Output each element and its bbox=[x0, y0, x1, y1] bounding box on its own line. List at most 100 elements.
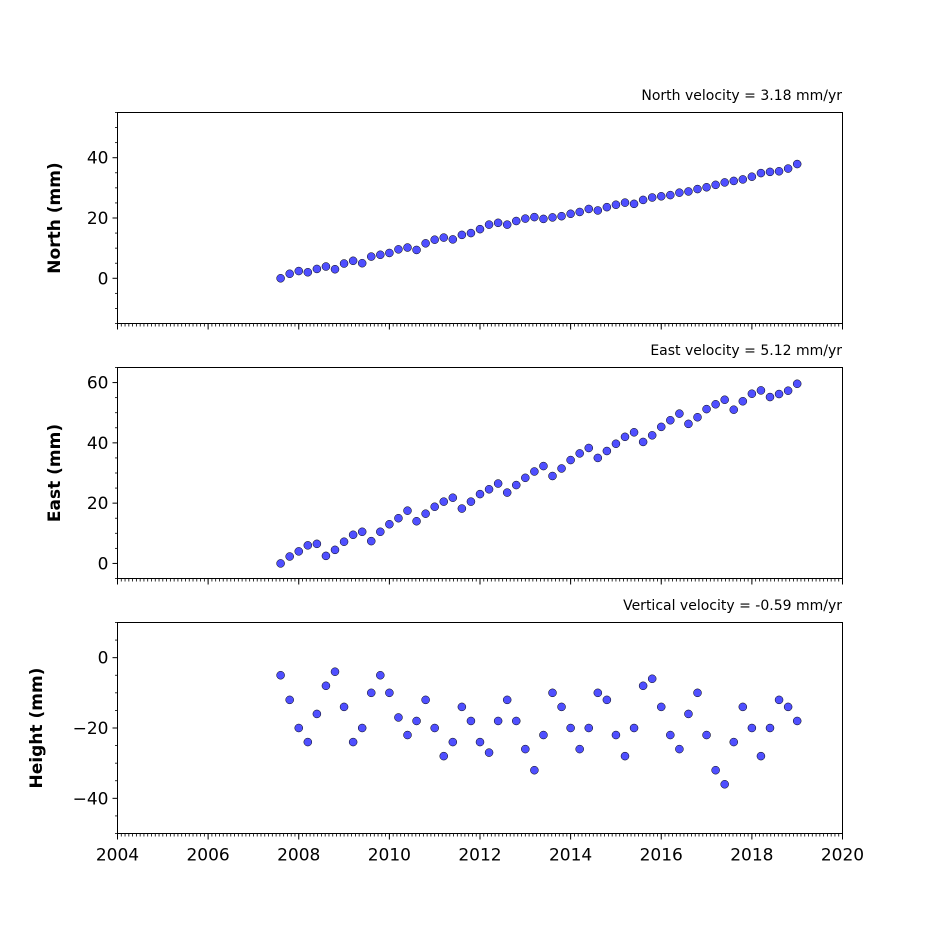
north-data-point bbox=[557, 211, 566, 221]
height-xtick-label: 2014 bbox=[549, 846, 592, 866]
height-xtick-label: 2010 bbox=[368, 846, 411, 866]
east-panel: 0 20 40 60 East velocity = 5.12 mm/yr East … bbox=[45, 343, 843, 585]
height-data-point bbox=[421, 695, 430, 705]
east-data-point bbox=[312, 539, 322, 549]
east-data-point bbox=[412, 516, 421, 526]
east-data-point bbox=[493, 479, 503, 488]
height-data-point bbox=[367, 688, 376, 698]
height-data-point bbox=[593, 688, 603, 698]
east-data-point bbox=[638, 437, 648, 447]
north-data-point bbox=[693, 184, 702, 194]
height-data-point bbox=[385, 688, 394, 698]
height-data-point bbox=[403, 730, 412, 740]
east-data-point bbox=[521, 473, 530, 483]
height-xtick-label: 2020 bbox=[821, 846, 864, 866]
east-plot-area bbox=[117, 367, 843, 579]
north-data-point bbox=[738, 175, 748, 184]
east-data-point bbox=[512, 480, 521, 490]
height-data-point bbox=[530, 765, 539, 775]
height-plot-area bbox=[117, 622, 843, 834]
height-data-point bbox=[521, 744, 530, 754]
east-data-point bbox=[774, 389, 784, 399]
east-data-point bbox=[394, 513, 403, 523]
height-frame bbox=[117, 622, 843, 834]
north-plot-area bbox=[117, 112, 843, 324]
height-xtick-label: 2016 bbox=[640, 846, 683, 866]
north-data-point bbox=[647, 193, 657, 202]
east-data-point bbox=[403, 506, 412, 515]
north-data-point bbox=[448, 235, 458, 244]
north-data-point bbox=[367, 252, 376, 261]
north-ytick-label: 20 bbox=[87, 209, 109, 229]
north-data-point bbox=[792, 159, 802, 169]
height-data-point bbox=[484, 748, 494, 757]
north-data-point bbox=[312, 264, 322, 274]
east-data-point bbox=[611, 439, 621, 449]
height-points bbox=[276, 667, 802, 789]
height-data-point bbox=[457, 702, 467, 712]
north-data-point bbox=[339, 259, 349, 268]
height-data-point bbox=[439, 751, 448, 761]
east-data-point bbox=[385, 519, 394, 529]
north-data-point bbox=[684, 187, 693, 196]
height-data-point bbox=[276, 671, 285, 680]
height-data-point bbox=[348, 737, 358, 747]
north-data-point bbox=[285, 269, 294, 279]
north-data-point bbox=[638, 195, 648, 205]
height-data-point bbox=[512, 716, 521, 726]
north-data-point bbox=[484, 220, 494, 229]
north-data-point bbox=[620, 198, 630, 207]
height-data-point bbox=[657, 702, 666, 712]
east-data-point bbox=[557, 464, 566, 473]
east-data-point bbox=[530, 467, 539, 476]
north-data-point bbox=[475, 224, 485, 234]
height-data-point bbox=[339, 702, 349, 712]
east-data-point bbox=[321, 551, 331, 561]
height-xtick-label: 2012 bbox=[458, 846, 501, 866]
height-data-point bbox=[539, 730, 548, 740]
north-data-point bbox=[394, 245, 403, 254]
height-data-point bbox=[702, 730, 711, 740]
east-data-point bbox=[357, 527, 367, 537]
north-data-point bbox=[421, 239, 430, 248]
north-data-point bbox=[466, 228, 476, 238]
north-data-point bbox=[765, 167, 775, 177]
north-data-point bbox=[521, 214, 530, 223]
east-title: East velocity = 5.12 mm/yr bbox=[650, 343, 842, 359]
height-data-point bbox=[602, 695, 612, 705]
east-data-point bbox=[475, 489, 485, 499]
height-data-point bbox=[792, 716, 802, 726]
height-data-point bbox=[629, 723, 639, 733]
east-frame bbox=[117, 367, 843, 579]
height-data-point bbox=[566, 723, 575, 733]
north-data-point bbox=[330, 264, 340, 274]
north-data-point bbox=[575, 207, 584, 217]
east-data-point bbox=[457, 504, 467, 513]
east-data-point bbox=[421, 509, 430, 518]
north-data-point bbox=[376, 250, 385, 260]
east-data-point bbox=[294, 547, 303, 556]
east-data-point bbox=[339, 537, 349, 546]
height-data-point bbox=[783, 702, 793, 712]
height-data-point bbox=[548, 688, 557, 698]
north-data-point bbox=[675, 188, 684, 197]
north-data-point bbox=[711, 180, 720, 190]
north-ytick-label: 0 bbox=[98, 269, 109, 289]
east-data-point bbox=[629, 428, 639, 437]
north-title: North velocity = 3.18 mm/yr bbox=[641, 88, 842, 104]
north-data-point bbox=[756, 168, 766, 178]
height-data-point bbox=[675, 744, 684, 754]
north-ytick-label: 40 bbox=[87, 149, 109, 169]
east-data-point bbox=[738, 397, 748, 406]
height-data-point bbox=[357, 723, 367, 733]
east-points bbox=[276, 379, 802, 568]
east-data-point bbox=[502, 488, 512, 497]
height-data-point bbox=[557, 702, 566, 712]
north-data-point bbox=[539, 214, 548, 224]
east-ylabel: East (mm) bbox=[45, 424, 65, 522]
north-data-point bbox=[303, 268, 313, 277]
height-data-point bbox=[430, 723, 439, 733]
north-data-point bbox=[385, 248, 394, 258]
east-data-point bbox=[684, 419, 693, 429]
north-data-point bbox=[530, 212, 539, 222]
